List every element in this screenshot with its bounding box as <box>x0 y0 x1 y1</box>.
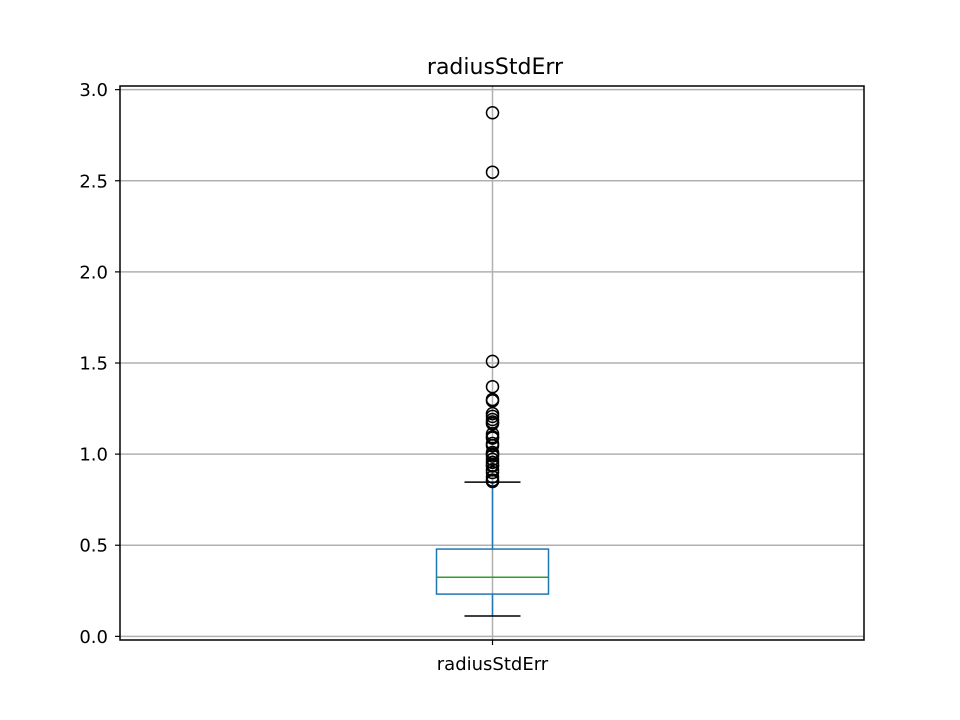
outlier-point <box>485 379 500 394</box>
outlier-point <box>485 459 500 473</box>
outlier-point <box>485 354 500 369</box>
y-tick-label: 0.0 <box>79 627 108 648</box>
chart-title: radiusStdErr <box>427 55 564 80</box>
outlier-point <box>485 474 500 489</box>
outlier-point <box>485 465 500 480</box>
grid-lines <box>120 86 864 640</box>
y-tick-label: 0.5 <box>79 536 108 557</box>
outlier-point <box>485 416 500 431</box>
outlier-point <box>485 449 500 463</box>
plot-area <box>435 106 550 617</box>
outlier-point <box>485 438 500 453</box>
y-tick-label: 1.0 <box>79 445 108 466</box>
y-tick-label: 2.0 <box>79 262 108 283</box>
y-tick-label: 3.0 <box>79 80 108 101</box>
outlier-point <box>485 431 500 445</box>
box-iqr <box>435 548 550 595</box>
outlier-point <box>485 470 500 484</box>
axes: 0.0 0.5 1.0 1.5 2.0 2.5 3.0 radiusStdErr <box>79 80 548 675</box>
y-tick-label: 2.5 <box>79 171 108 192</box>
outlier-point <box>485 165 500 179</box>
outlier-point <box>485 106 500 120</box>
y-tick-label: 1.5 <box>79 354 108 375</box>
outlier-point <box>485 394 500 408</box>
x-tick-label: radiusStdErr <box>437 654 549 675</box>
outlier-point <box>485 409 500 424</box>
